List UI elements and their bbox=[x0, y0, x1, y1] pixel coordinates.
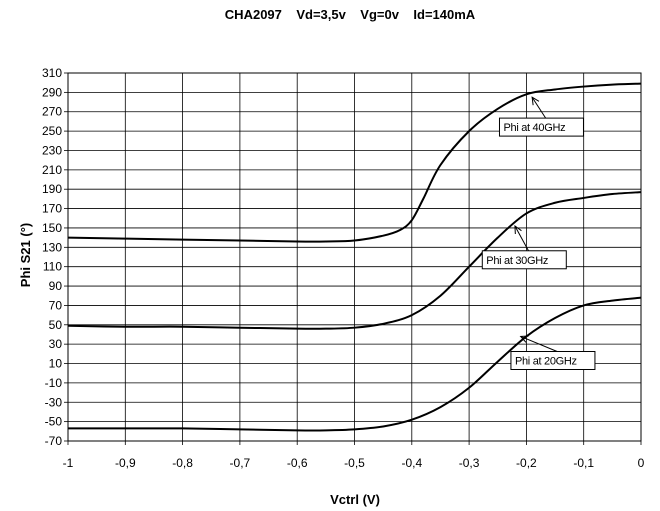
y-tick-label: 90 bbox=[49, 279, 63, 293]
annotation-label: Phi at 30GHz bbox=[486, 255, 548, 267]
x-tick-label: -0,8 bbox=[172, 456, 193, 470]
annotation-arrowhead bbox=[531, 96, 540, 106]
x-axis-label: Vctrl (V) bbox=[330, 492, 380, 507]
x-tick-label: -0,4 bbox=[401, 456, 422, 470]
annotation-layer: Phi at 40GHz Phi at 30GHz Phi at 20GHz bbox=[481, 96, 596, 370]
annotation-2: Phi at 30GHz bbox=[481, 225, 567, 270]
chart-title: CHA2097 Vd=3,5v Vg=0v Id=140mA bbox=[225, 7, 476, 22]
y-tick-label: 70 bbox=[49, 298, 63, 312]
x-tick-label: -0,9 bbox=[115, 456, 136, 470]
y-tick-label: 10 bbox=[49, 357, 63, 371]
annotation-label: Phi at 40GHz bbox=[503, 122, 565, 134]
y-tick-label: 210 bbox=[42, 163, 62, 177]
annotation-box bbox=[481, 250, 567, 270]
x-tick-label: -0,3 bbox=[459, 456, 480, 470]
annotation-arrow bbox=[514, 225, 529, 252]
grid bbox=[67, 72, 642, 442]
annotation-arrow bbox=[531, 96, 547, 119]
y-axis-label: Phi S21 (°) bbox=[18, 223, 33, 287]
x-tick-label: -1 bbox=[63, 456, 74, 470]
y-tick-label: -30 bbox=[45, 395, 63, 409]
y-tick-label: 250 bbox=[42, 124, 62, 138]
x-tick-label: -0,5 bbox=[344, 456, 365, 470]
y-tick-label: -70 bbox=[45, 434, 63, 448]
y-tick-label: 30 bbox=[49, 337, 63, 351]
y-tick-label: 190 bbox=[42, 182, 62, 196]
x-tick-label: -0,1 bbox=[573, 456, 594, 470]
y-tick-label: 270 bbox=[42, 105, 62, 119]
annotation-1: Phi at 40GHz bbox=[498, 96, 584, 137]
series-layer bbox=[67, 82, 642, 432]
y-tick-label: 50 bbox=[49, 318, 63, 332]
series-line-2 bbox=[67, 191, 642, 330]
x-tick-label: -0,7 bbox=[230, 456, 251, 470]
y-tick-label: 170 bbox=[42, 202, 62, 216]
y-tick-label: 310 bbox=[42, 66, 62, 80]
y-tick-label: -50 bbox=[45, 415, 63, 429]
x-tick-label: -0,6 bbox=[287, 456, 308, 470]
y-tick-label: 230 bbox=[42, 143, 62, 157]
x-tick-label: -0,2 bbox=[516, 456, 537, 470]
series-line-3 bbox=[68, 296, 642, 432]
annotation-box bbox=[498, 117, 584, 137]
y-tick-label: 110 bbox=[43, 260, 62, 274]
axes: -70-50-30-101030507090110130150170190210… bbox=[42, 66, 645, 470]
annotation-arrow bbox=[520, 335, 558, 352]
y-tick-label: -10 bbox=[45, 376, 63, 390]
x-tick-label: 0 bbox=[638, 456, 645, 470]
annotation-label: Phi at 20GHz bbox=[515, 355, 577, 367]
y-tick-label: 290 bbox=[42, 85, 62, 99]
annotation-arrowhead bbox=[519, 335, 529, 343]
plot-area-frame bbox=[67, 72, 642, 442]
series-line-1 bbox=[67, 82, 642, 243]
annotation-3: Phi at 20GHz bbox=[510, 335, 596, 370]
annotation-box bbox=[510, 350, 596, 370]
y-tick-label: 130 bbox=[42, 240, 62, 254]
annotation-arrowhead bbox=[514, 225, 522, 235]
y-tick-label: 150 bbox=[42, 221, 62, 235]
